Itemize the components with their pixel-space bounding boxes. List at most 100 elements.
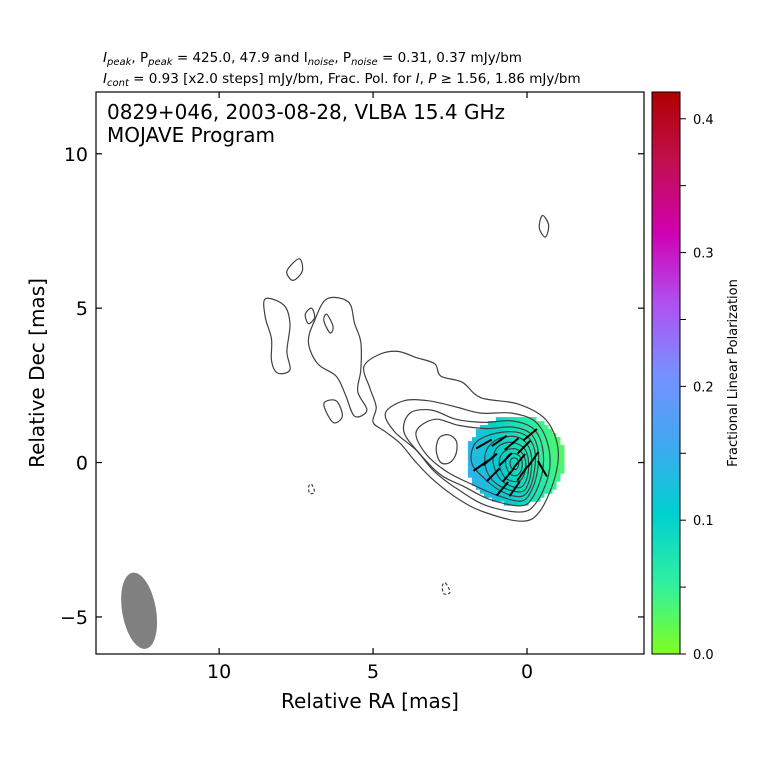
polarization-pixel [523,501,529,506]
chart-subtitle: MOJAVE Program [107,123,275,147]
polarization-pixel [555,473,561,478]
polarization-pixel [475,437,481,442]
polarization-pixel [499,477,505,482]
polarization-pixel [503,461,509,466]
polarization-pixel [535,437,541,442]
polarization-pixel [555,477,561,482]
polarization-pixel [527,465,533,470]
polarization-pixel [471,481,477,486]
polarization-pixel [503,437,509,442]
polarization-pixel [511,481,517,486]
polarization-pixel [527,469,533,474]
polarization-pixel [543,461,549,466]
polarization-pixel [551,453,557,458]
contour-level-1 [307,483,316,495]
colorbar-tick-label: 0.2 [693,380,714,395]
contour-level-1 [362,350,559,522]
colorbar [652,92,680,654]
polarization-pixel [519,445,525,450]
polarization-pixel [487,469,493,474]
polarization-pixel [547,445,553,450]
polarization-pixel [535,489,541,494]
polarization-pixel [479,429,485,434]
polarization-pixel [491,421,497,426]
polarization-pixel [467,457,473,462]
polarization-pixel [515,433,521,438]
polarization-pixel [539,421,545,426]
polarization-pixel [531,441,537,446]
polarization-pixel [495,477,501,482]
polarization-pixel [507,445,513,450]
polarization-pixel [475,461,481,466]
axis-ticks: 10 5 0 −5 0 5 10 [60,92,644,683]
polarization-pixel [523,453,529,458]
polarization-pixel [475,429,481,434]
polarization-pixel [491,473,497,478]
y-tick-label: 5 [76,298,88,320]
polarization-pixel [527,445,533,450]
polarization-pixel [515,497,521,502]
polarization-pixel [531,453,537,458]
polarization-pixel [559,461,565,466]
polarization-pixel [547,481,553,486]
polarization-pixel [483,481,489,486]
polarization-pixel [483,425,489,430]
polarization-pixel [507,481,513,486]
polarization-pixel [551,473,557,478]
polarization-pixel [519,449,525,454]
x-tick-label: 10 [207,661,231,683]
polarization-pixel [547,485,553,490]
y-axis-label: Relative Dec [mas] [25,278,49,468]
polarization-pixel [519,493,525,498]
polarization-pixel [527,441,533,446]
polarization-pixel [531,425,537,430]
polarization-pixel [551,433,557,438]
polarization-pixel [543,449,549,454]
polarization-pixel [511,461,517,466]
chart-title: 0829+046, 2003-08-28, VLBA 15.4 GHz [107,100,505,124]
evpa-tick [537,460,548,477]
x-tick-label: 0 [521,661,533,683]
polarization-pixel [551,469,557,474]
polarization-pixel [547,429,553,434]
contour-level-6 [484,435,533,493]
polarization-pixel [515,469,521,474]
polarization-pixel [479,449,485,454]
polarization-pixel [551,437,557,442]
polarization-pixel [511,501,517,506]
polarization-pixel [543,489,549,494]
polarization-pixel [483,445,489,450]
polarization-pixel [503,469,509,474]
polarization-pixel [551,481,557,486]
polarization-pixel [479,461,485,466]
polarization-pixel [543,477,549,482]
polarization-pixel [499,497,505,502]
colorbar-ticks: 0.0 0.1 0.2 0.3 0.4 [680,113,714,663]
polarization-pixel [519,417,525,422]
polarization-pixel [503,501,509,506]
polarization-pixel [511,421,517,426]
contour-level-10 [509,457,520,471]
polarization-pixel [527,457,533,462]
polarization-pixel [543,445,549,450]
polarization-pixel [547,477,553,482]
polarization-pixel [523,425,529,430]
polarization-pixel [491,493,497,498]
polarization-pixel [539,437,545,442]
polarization-pixel [475,469,481,474]
polarization-pixel [535,481,541,486]
polarization-pixel [547,441,553,446]
plot-content [121,214,565,649]
polarization-pixel [539,433,545,438]
evpa-tick [502,467,516,483]
polarization-pixel [559,457,565,462]
polarization-pixel [499,481,505,486]
polarization-pixel [519,477,525,482]
polarization-pixel [495,481,501,486]
polarization-pixel [503,493,509,498]
polarization-pixel [471,457,477,462]
polarization-pixel [515,421,521,426]
polarization-pixel [507,489,513,494]
polarization-pixel [479,481,485,486]
